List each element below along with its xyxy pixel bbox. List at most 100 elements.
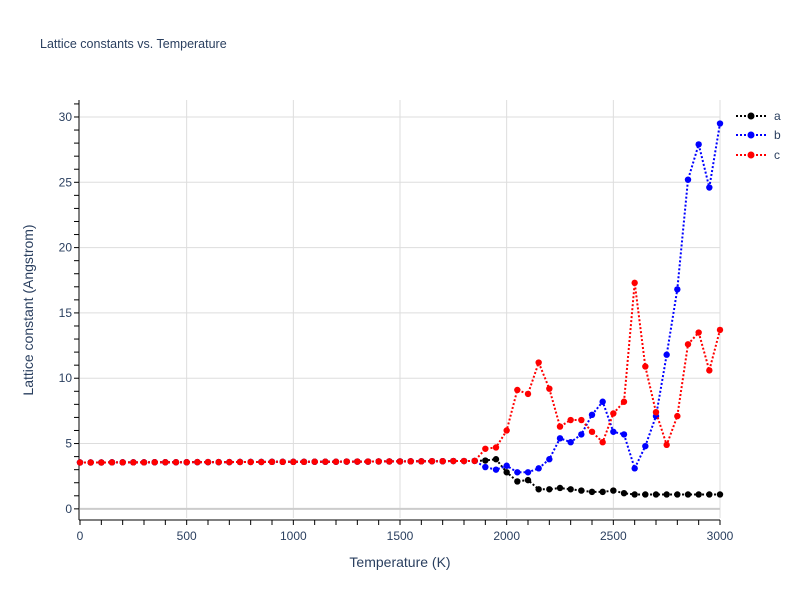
data-point-c <box>162 459 169 466</box>
data-point-b <box>546 456 553 463</box>
data-point-a <box>610 487 617 494</box>
data-point-b <box>578 431 585 438</box>
data-point-a <box>567 486 574 493</box>
data-point-a <box>492 456 500 463</box>
data-point-c <box>290 458 297 466</box>
data-point-b <box>706 184 713 191</box>
data-point-c <box>610 410 617 417</box>
data-point-b <box>535 465 542 472</box>
data-point-c <box>386 458 393 465</box>
chart-title: Lattice constants vs. Temperature <box>40 37 227 51</box>
data-point-c <box>354 458 361 465</box>
data-point-c <box>268 458 276 466</box>
x-tick-label: 1000 <box>280 529 307 543</box>
data-point-c <box>396 458 404 465</box>
data-point-c <box>684 341 692 348</box>
legend-item-b[interactable]: b <box>734 126 781 146</box>
data-point-b <box>588 411 596 419</box>
data-point-c <box>652 408 660 416</box>
data-point-a <box>599 488 606 496</box>
data-point-b <box>684 176 692 183</box>
data-point-c <box>450 457 457 465</box>
y-tick-label: 30 <box>59 110 73 124</box>
legend-item-c[interactable]: c <box>734 145 781 165</box>
data-point-b <box>492 466 500 473</box>
data-point-b <box>503 462 510 469</box>
legend-swatch-c-icon <box>736 151 766 159</box>
data-point-a <box>652 491 660 498</box>
y-tick-label: 15 <box>59 306 73 320</box>
data-point-c <box>418 458 425 465</box>
data-point-c <box>130 459 137 466</box>
data-point-c <box>322 458 329 465</box>
data-point-c <box>407 458 414 465</box>
data-point-c <box>332 458 340 465</box>
data-point-c <box>642 363 649 370</box>
data-point-c <box>204 458 212 466</box>
data-point-c <box>194 458 201 466</box>
data-point-c <box>503 427 510 434</box>
x-tick-label: 0 <box>77 529 84 543</box>
data-point-c <box>535 359 542 366</box>
data-point-b <box>631 465 638 472</box>
data-point-c <box>716 326 724 334</box>
data-point-c <box>556 423 564 430</box>
data-point-a <box>642 491 649 498</box>
data-point-c <box>599 439 606 446</box>
data-point-c <box>482 445 489 452</box>
data-point-a <box>524 476 532 484</box>
data-point-a <box>503 469 510 476</box>
legend-label-c: c <box>774 147 780 162</box>
data-point-b <box>610 428 617 435</box>
data-point-c <box>567 416 574 424</box>
x-tick-label: 500 <box>177 529 197 543</box>
data-point-a <box>684 491 692 498</box>
data-point-c <box>311 458 318 465</box>
data-point-c <box>76 459 84 466</box>
data-point-a <box>535 486 542 493</box>
data-point-c <box>631 279 638 287</box>
y-tick-label: 20 <box>59 241 73 255</box>
data-point-c <box>514 386 521 394</box>
data-point-c <box>524 390 532 398</box>
data-point-c <box>98 459 105 466</box>
y-axis-title: Lattice constant (Angstrom) <box>20 224 36 396</box>
y-tick-label: 25 <box>59 175 73 189</box>
data-point-c <box>300 458 308 466</box>
data-point-c <box>279 458 286 466</box>
data-point-a <box>578 487 585 494</box>
data-point-c <box>546 385 553 392</box>
data-point-c <box>343 458 350 465</box>
y-tick-label: 0 <box>65 502 72 516</box>
data-point-b <box>642 442 649 450</box>
data-point-a <box>514 478 521 485</box>
data-point-c <box>460 457 468 465</box>
x-tick-label: 2000 <box>493 529 520 543</box>
data-point-a <box>482 457 489 464</box>
data-point-b <box>674 286 681 293</box>
data-point-b <box>620 431 628 438</box>
data-point-a <box>716 491 724 498</box>
data-point-c <box>663 441 670 449</box>
data-point-c <box>620 398 628 405</box>
data-point-a <box>631 491 638 498</box>
data-point-a <box>588 488 596 496</box>
x-tick-label: 2500 <box>600 529 627 543</box>
data-point-c <box>578 416 585 424</box>
data-point-c <box>258 458 265 466</box>
data-point-c <box>236 458 244 466</box>
legend-item-a[interactable]: a <box>734 106 781 126</box>
data-point-c <box>172 459 180 466</box>
data-point-a <box>620 489 628 497</box>
data-point-b <box>482 463 489 471</box>
x-axis-title: Temperature (K) <box>349 554 451 570</box>
data-point-c <box>674 412 681 420</box>
data-point-b <box>514 469 521 476</box>
data-point-c <box>428 457 436 465</box>
data-point-c <box>108 459 116 466</box>
legend-label-a: a <box>774 108 781 123</box>
data-point-c <box>226 458 233 466</box>
legend-swatch-b-icon <box>736 131 766 139</box>
